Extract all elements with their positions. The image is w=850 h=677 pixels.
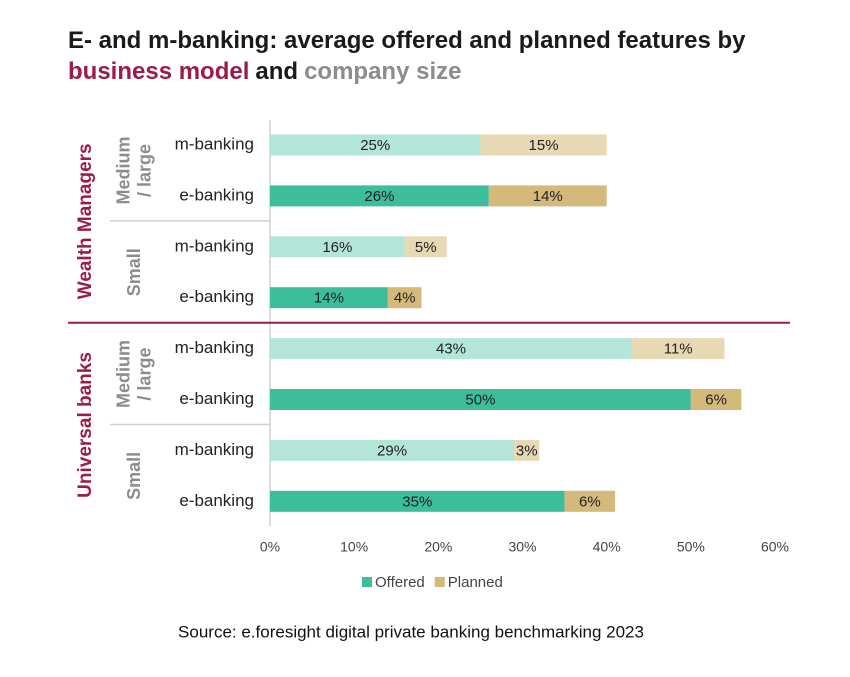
bar-segment — [404, 236, 447, 258]
category-label: e-banking — [179, 389, 254, 408]
value-label: 4% — [394, 290, 416, 307]
legend-swatch — [362, 577, 372, 587]
value-label: 16% — [322, 239, 352, 256]
x-tick-label: 50% — [677, 539, 705, 555]
category-label: m-banking — [175, 338, 254, 357]
subgroup-label: Medium — [113, 136, 133, 204]
bar-segment — [631, 338, 725, 360]
chart-title: E- and m-banking: average offered and pl… — [68, 27, 746, 54]
value-label: 6% — [579, 493, 601, 510]
value-label: 43% — [436, 341, 466, 358]
value-label: 35% — [402, 493, 432, 510]
value-label: 6% — [705, 391, 727, 408]
bar-segment — [270, 389, 691, 410]
bar-segment — [387, 287, 422, 309]
title-part: and — [255, 58, 298, 85]
category-label: m-banking — [175, 236, 254, 255]
chart-title: business model and company size — [68, 58, 461, 85]
value-label: 25% — [360, 137, 390, 154]
value-label: 11% — [664, 341, 693, 358]
subgroup-label: Medium — [113, 340, 133, 408]
bar-segment — [270, 287, 388, 309]
category-label: e-banking — [179, 287, 254, 306]
value-label: 15% — [529, 137, 559, 154]
x-tick-label: 40% — [593, 539, 621, 555]
category-label: e-banking — [179, 185, 254, 204]
title-part: E- and m-banking: average offered and pl… — [68, 27, 746, 54]
value-label: 50% — [465, 391, 495, 408]
subgroup-label: Small — [124, 248, 144, 296]
subgroup-label: / large — [134, 144, 154, 197]
bar-segment — [270, 490, 565, 512]
x-tick-label: 0% — [260, 539, 280, 555]
category-label: m-banking — [175, 440, 254, 459]
x-tick-label: 30% — [508, 539, 536, 555]
group-label: Universal banks — [75, 352, 96, 498]
bar-segment — [488, 185, 607, 207]
value-label: 5% — [415, 239, 437, 256]
bar-segment — [690, 389, 742, 410]
bar-segment — [270, 185, 489, 207]
value-label: 29% — [377, 442, 407, 459]
bar-segment — [480, 134, 607, 156]
legend-label: Offered — [375, 574, 425, 591]
category-label: e-banking — [179, 491, 254, 510]
bar-segment — [270, 338, 632, 360]
title-part: business model — [68, 58, 249, 85]
x-tick-label: 10% — [340, 539, 368, 555]
bar-segment — [270, 134, 481, 156]
bar-segment — [514, 439, 540, 461]
group-label: Wealth Managers — [75, 143, 96, 299]
legend-swatch — [434, 577, 445, 587]
value-label: 14% — [533, 188, 563, 205]
value-label: 3% — [516, 442, 538, 459]
bar-segment — [270, 236, 405, 258]
title-part: company size — [304, 58, 461, 85]
category-label: m-banking — [175, 134, 254, 153]
bar-segment — [564, 490, 616, 512]
subgroup-label: Small — [124, 452, 144, 500]
legend-label: Planned — [448, 574, 503, 591]
x-tick-label: 60% — [761, 539, 789, 555]
subgroup-label: / large — [134, 348, 154, 401]
source: Source: e.foresight digital private bank… — [178, 622, 644, 641]
bar-segment — [270, 439, 515, 461]
x-tick-label: 20% — [424, 539, 452, 555]
value-label: 26% — [364, 188, 394, 205]
value-label: 14% — [314, 290, 344, 307]
